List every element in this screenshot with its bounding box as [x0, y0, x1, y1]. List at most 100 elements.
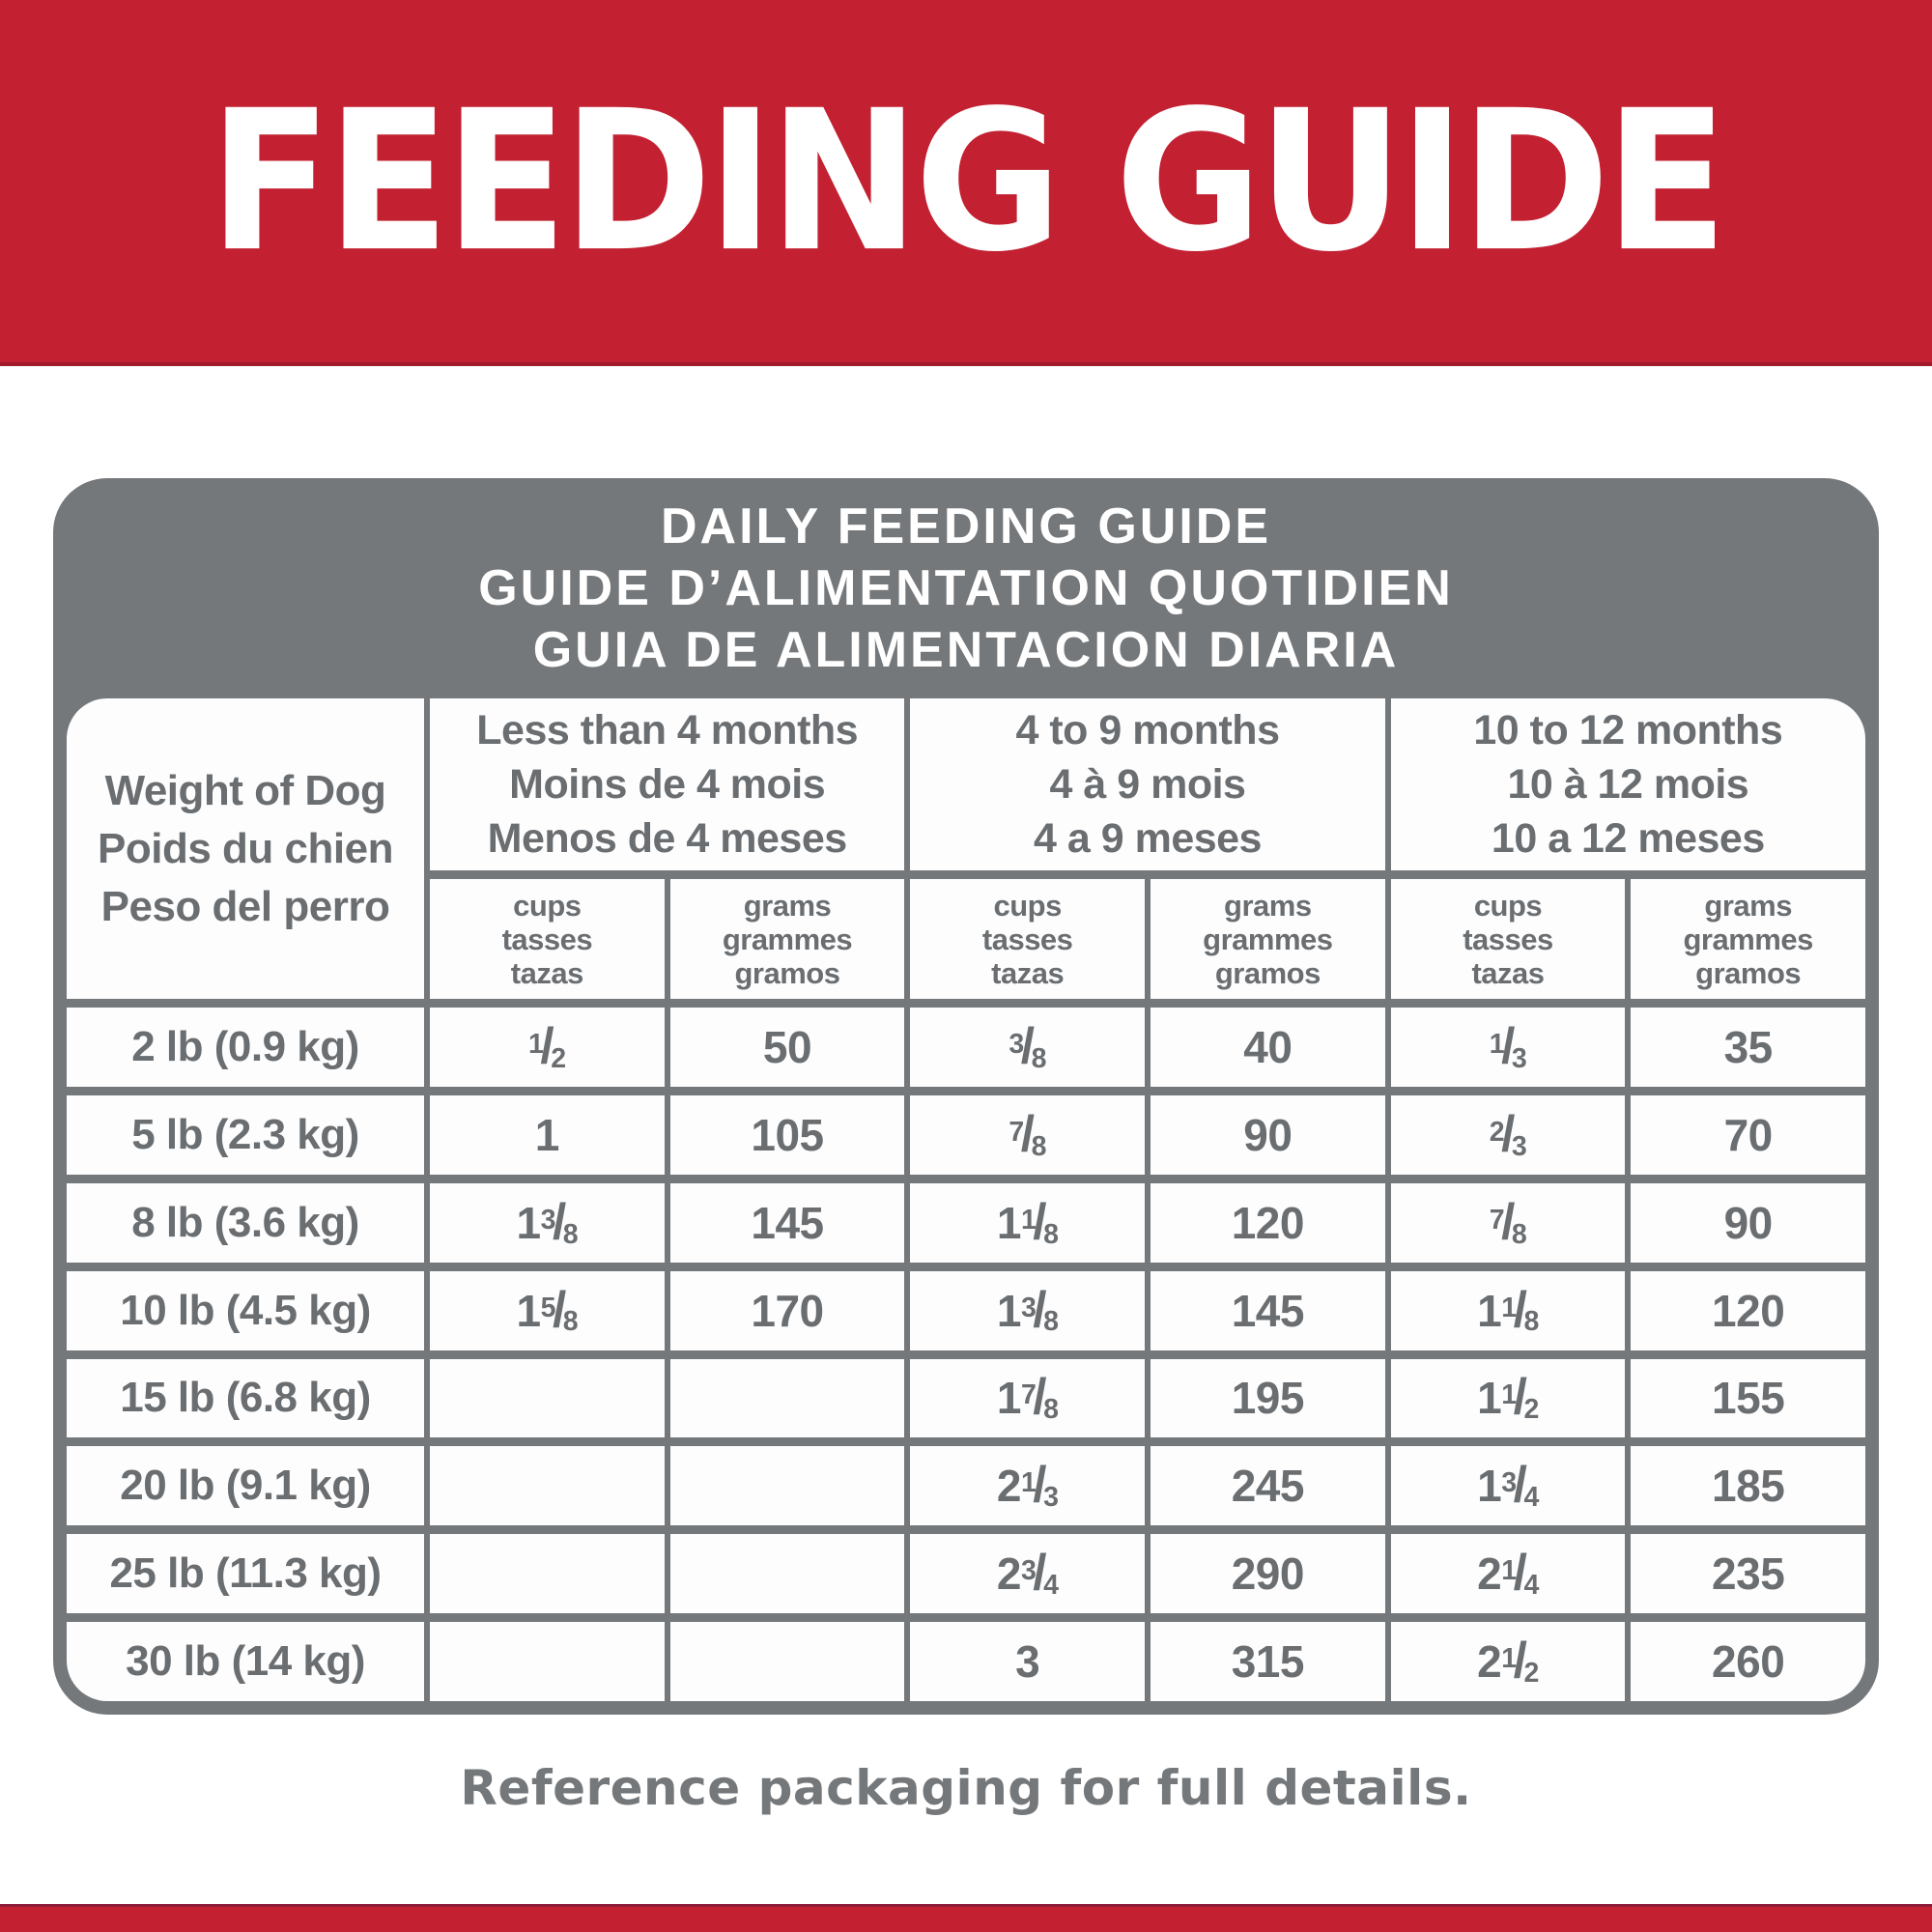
table-title-line-fr: GUIDE D’ALIMENTATION QUOTIDIEN: [478, 560, 1454, 616]
unit-header-cups-1: cups tasses tazas: [430, 879, 665, 999]
value-cell: 315: [1151, 1622, 1385, 1701]
unit-line: grammes: [722, 922, 853, 956]
feeding-grid: Weight of Dog Poids du chien Peso del pe…: [67, 698, 1865, 1701]
unit-header-grams-2: grams grammes gramos: [1151, 879, 1385, 999]
value-cell: 120: [1151, 1182, 1385, 1263]
value-cell: 235: [1631, 1534, 1865, 1614]
value-cell: [430, 1622, 665, 1701]
unit-line: gramos: [734, 955, 840, 990]
value-cell: 145: [1151, 1270, 1385, 1350]
age-group-line: Moins de 4 mois: [509, 761, 826, 808]
value-cell: 2 1/2: [1390, 1622, 1626, 1701]
unit-line: grams: [743, 888, 832, 923]
age-group-header-lt4: Less than 4 months Moins de 4 mois Menos…: [430, 698, 905, 870]
value-cell: 145: [669, 1182, 905, 1263]
unit-line: tasses: [501, 922, 593, 956]
weight-cell: 30 lb (14 kg): [67, 1622, 424, 1701]
value-cell: 195: [1151, 1358, 1385, 1438]
age-group-header-4to9: 4 to 9 months 4 à 9 mois 4 a 9 meses: [910, 698, 1385, 870]
unit-line: tasses: [981, 922, 1073, 956]
value-cell: 1 7/8: [910, 1358, 1145, 1438]
value-cell: 1/3: [1390, 1008, 1626, 1087]
age-group-line: Less than 4 months: [476, 707, 859, 753]
unit-line: grammes: [1683, 922, 1813, 956]
footer-note: Reference packaging for full details.: [460, 1760, 1472, 1816]
value-cell: 120: [1631, 1270, 1865, 1350]
value-cell: 1: [430, 1094, 665, 1175]
value-cell: 185: [1631, 1446, 1865, 1526]
value-cell: 260: [1631, 1622, 1865, 1701]
unit-line: tasses: [1463, 922, 1553, 956]
unit-header-cups-2: cups tasses tazas: [910, 879, 1145, 999]
weight-cell: 8 lb (3.6 kg): [67, 1182, 424, 1263]
value-cell: 2/3: [1390, 1094, 1626, 1175]
unit-line: cups: [513, 888, 582, 923]
unit-line: grams: [1704, 888, 1792, 923]
age-group-header-10to12: 10 to 12 months 10 à 12 mois 10 a 12 mes…: [1390, 698, 1865, 870]
weight-header-en: Weight of Dog: [104, 766, 386, 814]
age-group-line: 4 a 9 meses: [1034, 815, 1262, 862]
value-cell: 90: [1631, 1182, 1865, 1263]
weight-cell: 25 lb (11.3 kg): [67, 1534, 424, 1614]
age-group-line: 10 to 12 months: [1473, 707, 1783, 753]
weight-header-fr: Poids du chien: [98, 824, 393, 872]
table-title-line-es: GUIA DE ALIMENTACION DIARIA: [532, 622, 1400, 678]
value-cell: 2 3/4: [910, 1534, 1145, 1614]
value-cell: 290: [1151, 1534, 1385, 1614]
value-cell: 1 1/8: [1390, 1270, 1626, 1350]
weight-cell: 15 lb (6.8 kg): [67, 1358, 424, 1438]
weight-header-cell: Weight of Dog Poids du chien Peso del pe…: [67, 698, 424, 999]
value-cell: 70: [1631, 1094, 1865, 1175]
unit-header-grams-3: grams grammes gramos: [1631, 879, 1865, 999]
value-cell: 245: [1151, 1446, 1385, 1526]
value-cell: 1 1/8: [910, 1182, 1145, 1263]
daily-feeding-table: DAILY FEEDING GUIDE GUIDE D’ALIMENTATION…: [53, 478, 1879, 1715]
value-cell: 1 3/8: [910, 1270, 1145, 1350]
value-cell: 170: [669, 1270, 905, 1350]
unit-line: tazas: [510, 955, 584, 990]
weight-cell: 5 lb (2.3 kg): [67, 1094, 424, 1175]
value-cell: 1 3/4: [1390, 1446, 1626, 1526]
value-cell: 1/2: [430, 1008, 665, 1087]
value-cell: [669, 1358, 905, 1438]
unit-line: grams: [1224, 888, 1312, 923]
value-cell: [669, 1446, 905, 1526]
weight-cell: 2 lb (0.9 kg): [67, 1008, 424, 1087]
value-cell: 35: [1631, 1008, 1865, 1087]
age-group-line: 10 à 12 mois: [1507, 761, 1749, 808]
value-cell: [430, 1358, 665, 1438]
unit-header-grams-1: grams grammes gramos: [669, 879, 905, 999]
page-title: FEEDING GUIDE: [209, 68, 1727, 295]
table-title: DAILY FEEDING GUIDE GUIDE D’ALIMENTATION…: [53, 478, 1879, 698]
value-cell: 105: [669, 1094, 905, 1175]
age-group-line: Menos de 4 meses: [487, 815, 848, 862]
value-cell: [430, 1446, 665, 1526]
value-cell: [669, 1534, 905, 1614]
unit-line: tazas: [1471, 955, 1545, 990]
age-group-line: 4 à 9 mois: [1049, 761, 1246, 808]
age-group-line: 10 a 12 meses: [1491, 815, 1765, 862]
value-cell: 1 1/2: [1390, 1358, 1626, 1438]
unit-line: tazas: [991, 955, 1065, 990]
value-cell: 1 3/8: [430, 1182, 665, 1263]
value-cell: 50: [669, 1008, 905, 1087]
value-cell: 90: [1151, 1094, 1385, 1175]
unit-line: cups: [1473, 888, 1543, 923]
value-cell: 7/8: [1390, 1182, 1626, 1263]
weight-header-es: Peso del perro: [100, 882, 390, 930]
value-cell: 155: [1631, 1358, 1865, 1438]
weight-cell: 20 lb (9.1 kg): [67, 1446, 424, 1526]
value-cell: [669, 1622, 905, 1701]
value-cell: 7/8: [910, 1094, 1145, 1175]
value-cell: 2 1/3: [910, 1446, 1145, 1526]
age-group-line: 4 to 9 months: [1015, 707, 1280, 753]
value-cell: [430, 1534, 665, 1614]
value-cell: 40: [1151, 1008, 1385, 1087]
weight-cell: 10 lb (4.5 kg): [67, 1270, 424, 1350]
unit-line: gramos: [1695, 955, 1802, 990]
value-cell: 3/8: [910, 1008, 1145, 1087]
unit-line: gramos: [1214, 955, 1321, 990]
value-cell: 2 1/4: [1390, 1534, 1626, 1614]
value-cell: 1 5/8: [430, 1270, 665, 1350]
